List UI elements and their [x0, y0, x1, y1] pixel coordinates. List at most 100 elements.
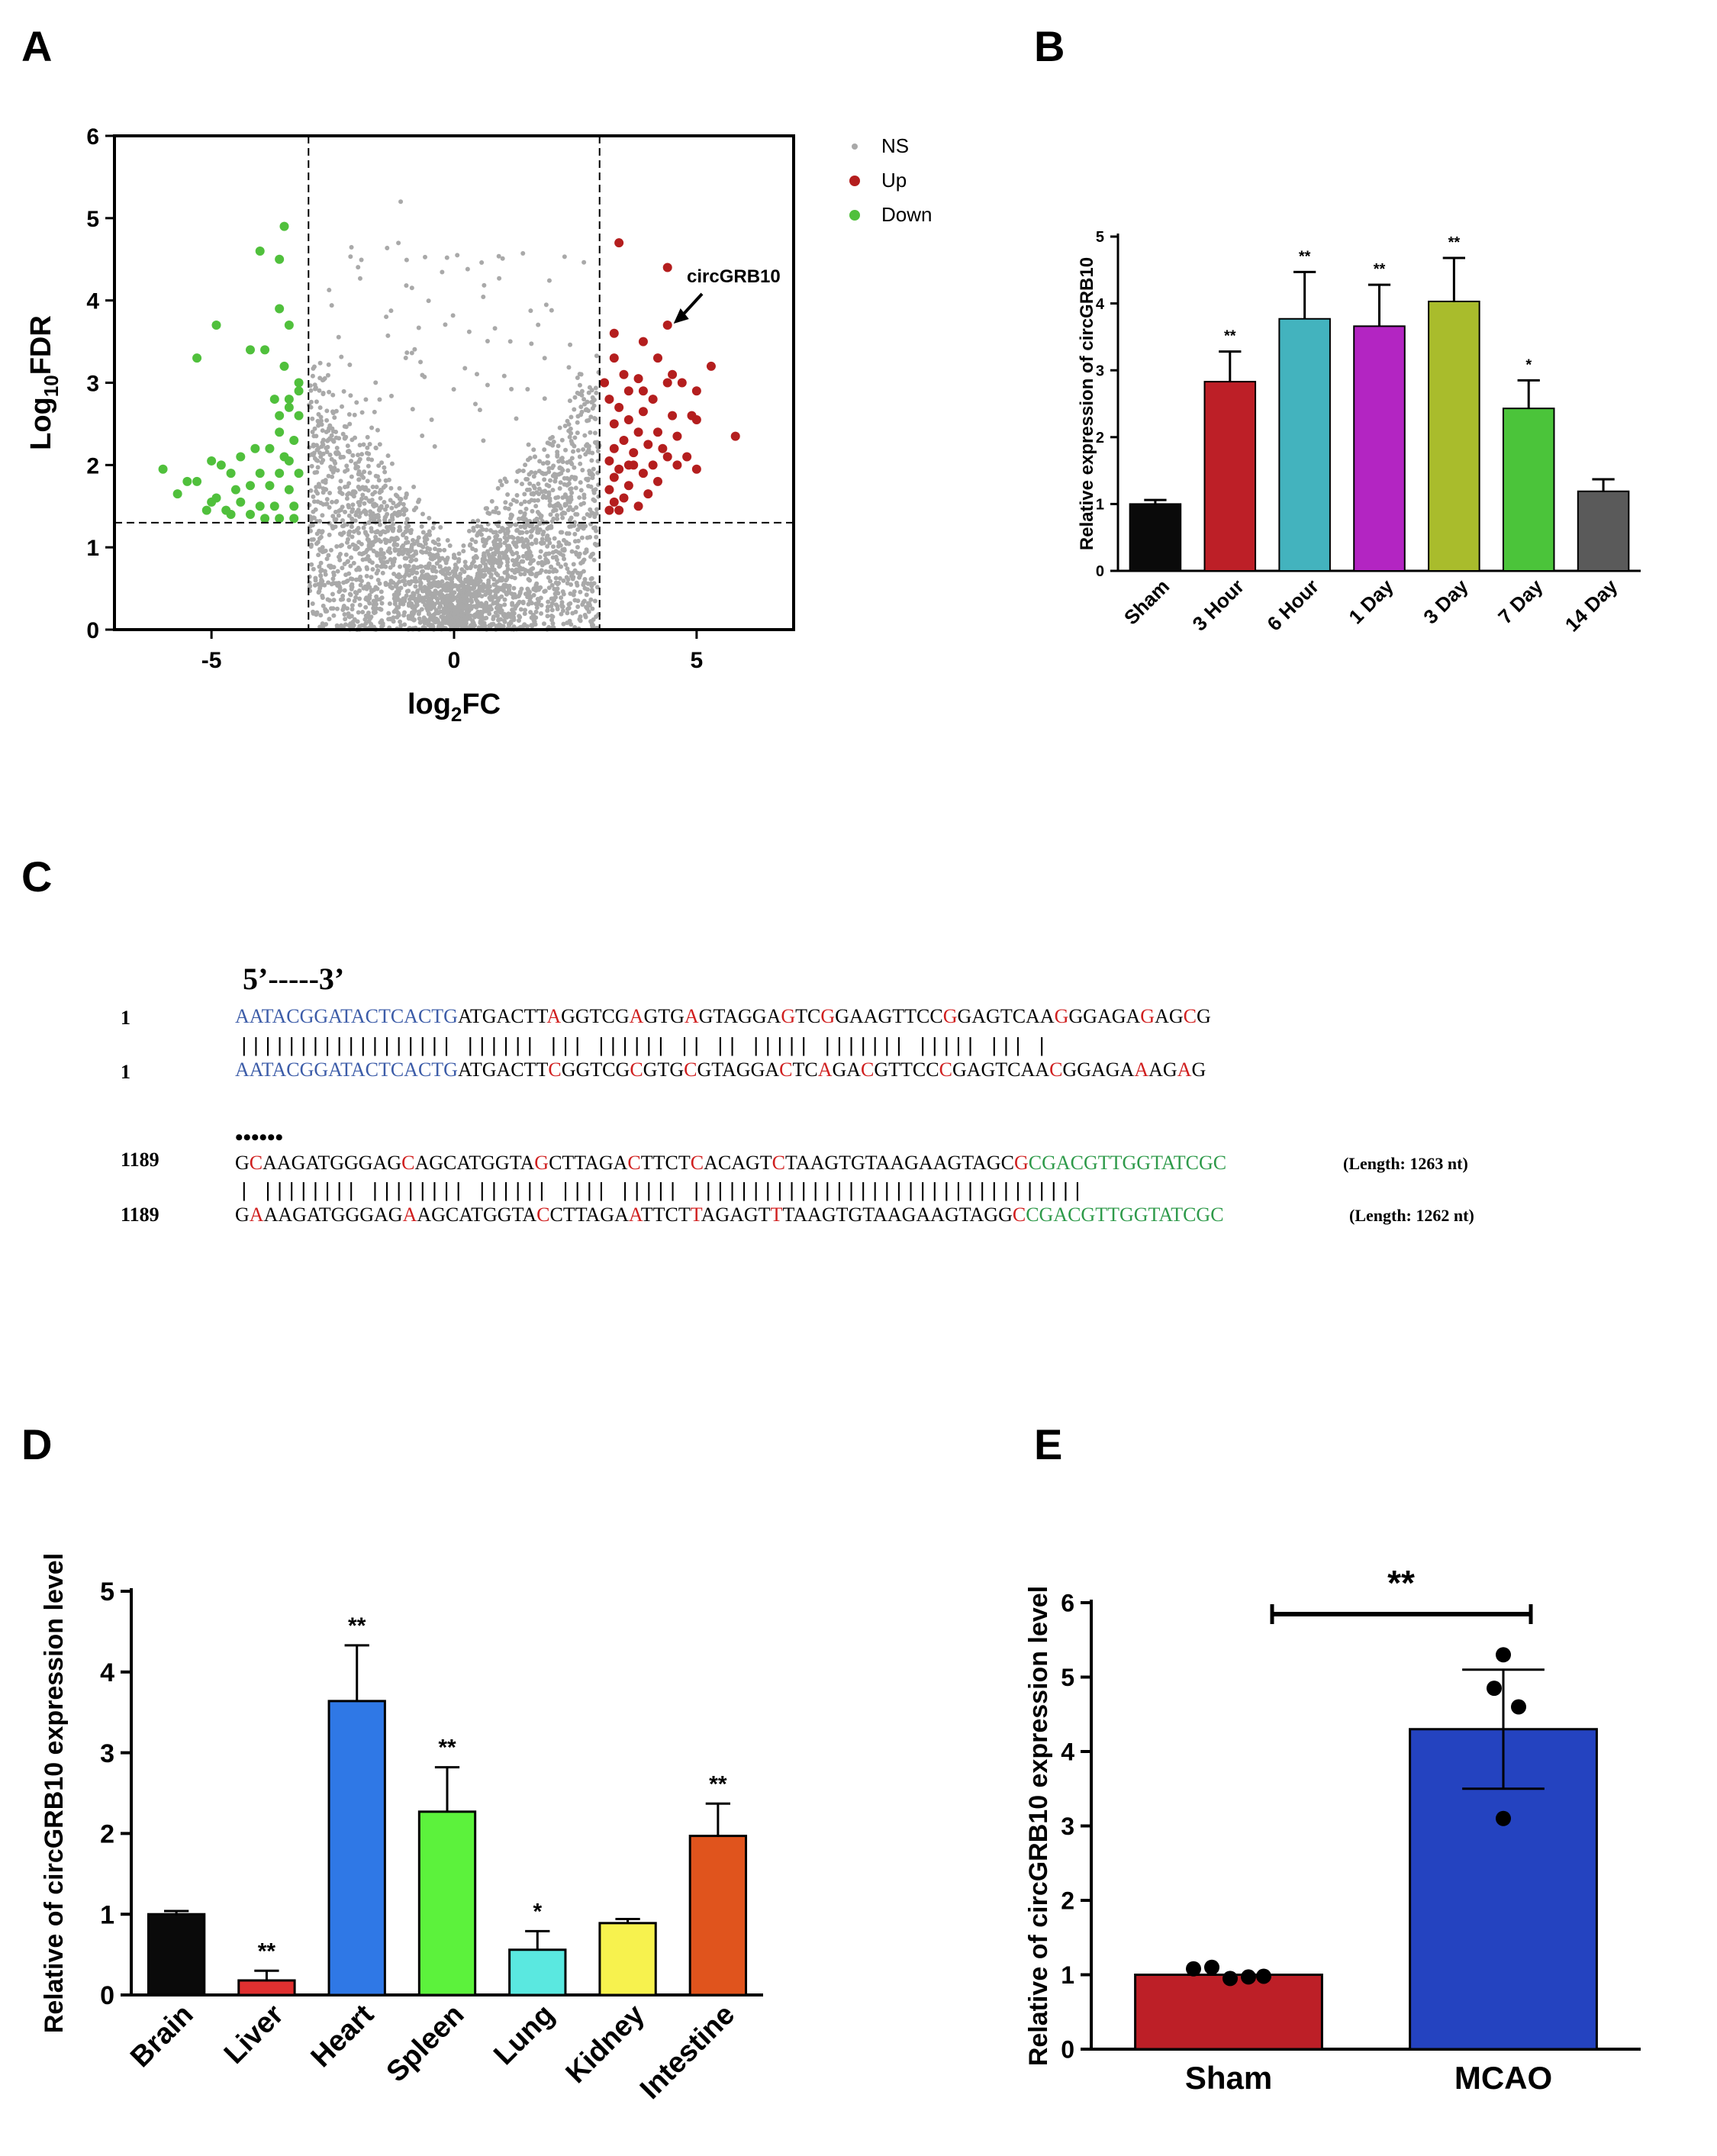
ns-point	[466, 528, 472, 533]
ns-point	[575, 430, 580, 436]
ns-point	[592, 430, 598, 436]
ns-point	[458, 620, 463, 626]
sequence-segment: AGCATGGTA	[414, 1152, 534, 1174]
sequence-segment: C	[1013, 1204, 1026, 1226]
ns-point	[485, 339, 490, 344]
ns-point	[578, 614, 583, 619]
ns-point	[375, 578, 381, 583]
ns-point	[567, 398, 572, 404]
ns-point	[461, 549, 466, 554]
ns-point	[395, 595, 400, 600]
ns-point	[349, 555, 354, 560]
up-point	[677, 378, 687, 388]
ns-point	[459, 604, 464, 610]
down-point	[246, 345, 255, 355]
significance-label: **	[1448, 234, 1461, 251]
bar-brain	[147, 1913, 206, 1996]
ns-point	[328, 563, 333, 569]
ns-point	[477, 564, 482, 569]
ns-point	[591, 525, 596, 530]
ns-point	[495, 485, 501, 491]
ns-point	[347, 614, 353, 620]
ns-point	[546, 469, 552, 475]
ns-point	[308, 488, 314, 493]
ns-point	[384, 314, 389, 320]
ns-point	[412, 575, 417, 581]
ns-point	[516, 554, 521, 559]
ns-point	[349, 244, 354, 250]
ns-point	[566, 365, 572, 370]
ns-point	[402, 622, 408, 627]
down-point	[284, 395, 294, 404]
ns-point	[428, 575, 433, 580]
up-point	[672, 460, 682, 470]
ns-point	[472, 401, 478, 407]
ns-point	[594, 534, 599, 540]
sequence-segment: TAAGTGTAAGAAGTAGC	[785, 1152, 1014, 1174]
sequence-segment: C	[401, 1152, 414, 1174]
down-point	[207, 456, 217, 466]
significance-label: **	[438, 1735, 456, 1761]
sequence-segment: TTCT	[641, 1204, 691, 1226]
ns-point	[385, 333, 391, 338]
ns-point	[545, 440, 550, 446]
sequence-segment: G	[1014, 1152, 1029, 1174]
ns-point	[517, 599, 522, 604]
ns-point	[345, 467, 350, 472]
ns-point	[314, 399, 319, 404]
ns-point	[521, 514, 527, 520]
ns-point	[324, 497, 330, 502]
ns-point	[511, 611, 517, 616]
ns-point	[392, 511, 398, 516]
ns-point	[442, 547, 447, 553]
category-label: 3 Hour	[1188, 575, 1248, 635]
ns-point	[396, 572, 401, 577]
ns-point	[344, 540, 350, 545]
ns-point	[395, 543, 400, 548]
legend-label: NS	[881, 134, 909, 157]
ns-point	[356, 265, 361, 270]
ns-point	[311, 494, 316, 499]
up-point	[706, 361, 716, 371]
sequence-segment: GGAGA	[1068, 1005, 1140, 1027]
ns-point	[392, 548, 398, 553]
ns-point	[436, 604, 442, 610]
down-point	[275, 514, 285, 524]
ns-point	[356, 459, 362, 464]
sequence-segment: A	[818, 1059, 833, 1081]
ns-point	[466, 329, 472, 334]
ns-point	[470, 585, 475, 591]
ns-point	[582, 401, 588, 407]
ns-point	[565, 620, 570, 626]
up-point	[609, 497, 619, 507]
ns-point	[546, 575, 551, 580]
ns-point	[451, 553, 456, 558]
ns-point	[595, 542, 601, 547]
ns-point	[566, 422, 572, 427]
ns-point	[514, 479, 519, 484]
ns-point	[561, 621, 566, 627]
ns-point	[498, 541, 503, 546]
ns-point	[327, 504, 332, 510]
ns-point	[338, 479, 343, 484]
sequence-segment: C	[939, 1059, 952, 1081]
ns-point	[498, 575, 504, 581]
ns-point	[447, 588, 453, 593]
up-point	[682, 452, 692, 462]
ns-point	[321, 451, 326, 456]
significance-label: **	[348, 1613, 366, 1639]
ns-point	[326, 553, 331, 558]
ns-point	[320, 529, 325, 534]
ns-point	[477, 603, 482, 608]
ns-point	[317, 536, 322, 541]
ns-point	[486, 580, 491, 585]
ns-point	[589, 388, 594, 393]
ns-point	[502, 602, 507, 607]
sequence-header: 5’-----3’	[243, 962, 344, 996]
ns-point	[363, 604, 369, 610]
ns-point	[404, 556, 409, 561]
down-point	[275, 254, 285, 264]
ns-point	[413, 549, 418, 554]
ns-point	[540, 495, 546, 500]
up-point	[609, 419, 619, 429]
